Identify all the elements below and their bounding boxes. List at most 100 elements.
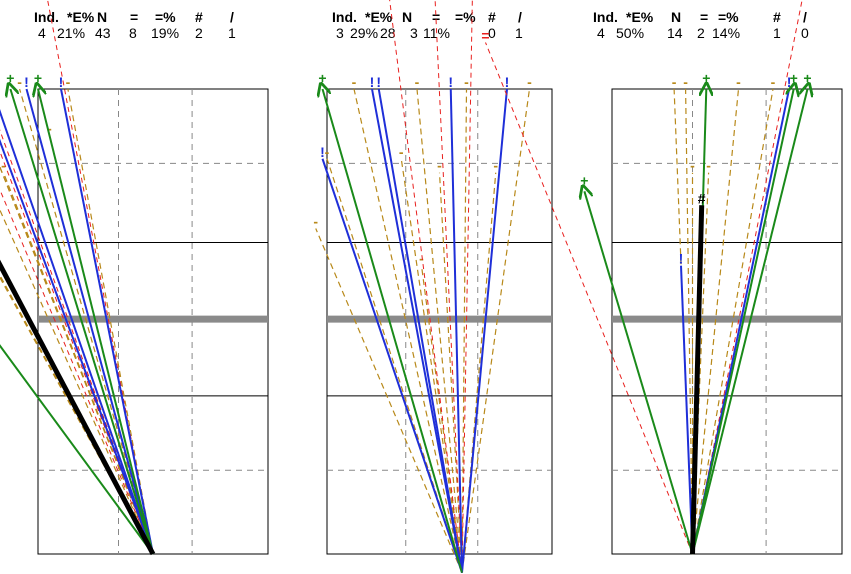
ray-plus: [0, 344, 154, 555]
header-eq: =: [432, 9, 440, 25]
value-ind: 4: [597, 25, 605, 41]
ray-dash: [2, 172, 154, 555]
value-e-pct: 21%: [57, 25, 85, 41]
ray-plus: [691, 89, 808, 555]
ray-dash: [461, 88, 531, 573]
ray-label-dash: -: [419, 251, 424, 267]
header-n: N: [671, 9, 681, 25]
ray-label-equal: =: [481, 28, 489, 44]
ray-label-dash: -: [437, 158, 442, 174]
header-e-pct: *E%: [67, 9, 95, 25]
ray-label-bang: !: [59, 74, 64, 90]
ray-label-plus: +: [6, 70, 14, 86]
header-ind: Ind.: [593, 9, 618, 25]
ray-bang: [680, 265, 694, 555]
value-eq: 2: [697, 25, 705, 41]
ray-label-dash: -: [325, 144, 330, 160]
ray-plus: [38, 89, 154, 555]
panel-2-plot: ----------===!!!!!+: [313, 0, 553, 573]
ray-bang: [461, 88, 508, 573]
ray-bang: [321, 158, 463, 573]
ray-label-bang: !: [24, 74, 29, 90]
value-n: 43: [95, 25, 111, 41]
panel-2-header: Ind. *E% N = =% # / 3 29% 28 3 11% 0 1: [332, 9, 523, 41]
header-n: N: [97, 9, 107, 25]
ray-label-dash: -: [683, 74, 688, 90]
header-e-pct: *E%: [365, 9, 393, 25]
ray-dash: [19, 88, 154, 555]
value-slash: 1: [228, 25, 236, 41]
ray-dash: [461, 172, 497, 573]
ray-dash: [691, 88, 774, 555]
ray-equal: [0, 188, 154, 555]
ray-bang: [377, 88, 463, 573]
header-ind: Ind.: [34, 9, 59, 25]
header-eq-pct: =%: [155, 9, 176, 25]
value-hash: 0: [488, 25, 496, 41]
value-eq-pct: 19%: [151, 25, 179, 41]
ray-label-dash: -: [415, 74, 420, 90]
value-hash: 1: [773, 25, 781, 41]
ray-label-dash: -: [736, 74, 741, 90]
ray-label-dash: -: [706, 158, 711, 174]
header-hash: #: [773, 9, 781, 25]
panel-3-plot: ------==!!++++#: [481, 0, 843, 555]
value-eq-pct: 14%: [712, 25, 740, 41]
value-ind: 3: [336, 25, 344, 41]
panel-1-plot: ---------====!!!!+++#: [0, 0, 269, 556]
ray-bang: [449, 88, 463, 573]
header-n: N: [402, 9, 412, 25]
ray-label-dash: -: [399, 144, 404, 160]
header-eq: =: [700, 9, 708, 25]
ray-label-hash: #: [698, 190, 706, 206]
ray-equal: [434, 0, 463, 573]
ray-label-dash: -: [313, 214, 318, 230]
ray-dash: [67, 88, 154, 555]
value-hash: 2: [195, 25, 203, 41]
header-eq-pct: =%: [455, 9, 476, 25]
ray-label-bang: !: [679, 251, 684, 267]
ray-label-dash: -: [352, 74, 357, 90]
panel-1-header: Ind. *E% N = =% # / 4 21% 43 8 19% 2 1: [34, 9, 236, 41]
ray-dash: [461, 88, 468, 573]
header-ind: Ind.: [332, 9, 357, 25]
ray-label-plus: +: [803, 70, 811, 86]
header-eq-pct: =%: [718, 9, 739, 25]
ray-label-plus: +: [580, 172, 588, 188]
value-slash: 0: [801, 25, 809, 41]
ray-label-dash: -: [690, 158, 695, 174]
ray-bang: [25, 88, 154, 555]
ray-dash: [315, 228, 463, 573]
header-hash: #: [195, 9, 203, 25]
panel-2: Ind. *E% N = =% # / 3 29% 28 3 11% 0 1 -…: [313, 0, 553, 573]
ray-label-dash: -: [771, 74, 776, 90]
value-eq: 8: [129, 25, 137, 41]
ray-dash: [438, 172, 463, 573]
ray-bang: [60, 88, 154, 555]
value-ind: 4: [38, 25, 46, 41]
value-slash: 1: [515, 25, 523, 41]
ray-plus: [10, 89, 154, 555]
header-slash: /: [803, 9, 807, 25]
ray-label-dash: -: [527, 74, 532, 90]
ray-label-bang: !: [370, 74, 375, 90]
value-eq: 3: [410, 25, 418, 41]
ray-dash: [685, 88, 694, 555]
ray-equal: [485, 42, 693, 555]
ray-plus: [323, 89, 463, 573]
ray-plus: [691, 89, 794, 555]
ray-label-dash: -: [672, 74, 677, 90]
header-eq: =: [130, 9, 138, 25]
ray-label-dash: -: [47, 121, 52, 137]
ray-dash: [416, 88, 463, 573]
panel-1: Ind. *E% N = =% # / 4 21% 43 8 19% 2 1 -…: [0, 0, 269, 556]
ray-dash: [420, 265, 463, 573]
header-hash: #: [488, 9, 496, 25]
value-n: 14: [667, 25, 683, 41]
ray-label-plus: +: [34, 70, 42, 86]
value-e-pct: 29%: [350, 25, 378, 41]
ray-plus: [584, 191, 694, 555]
ray-bang: [371, 88, 463, 573]
ray-label-bang: !: [320, 144, 325, 160]
